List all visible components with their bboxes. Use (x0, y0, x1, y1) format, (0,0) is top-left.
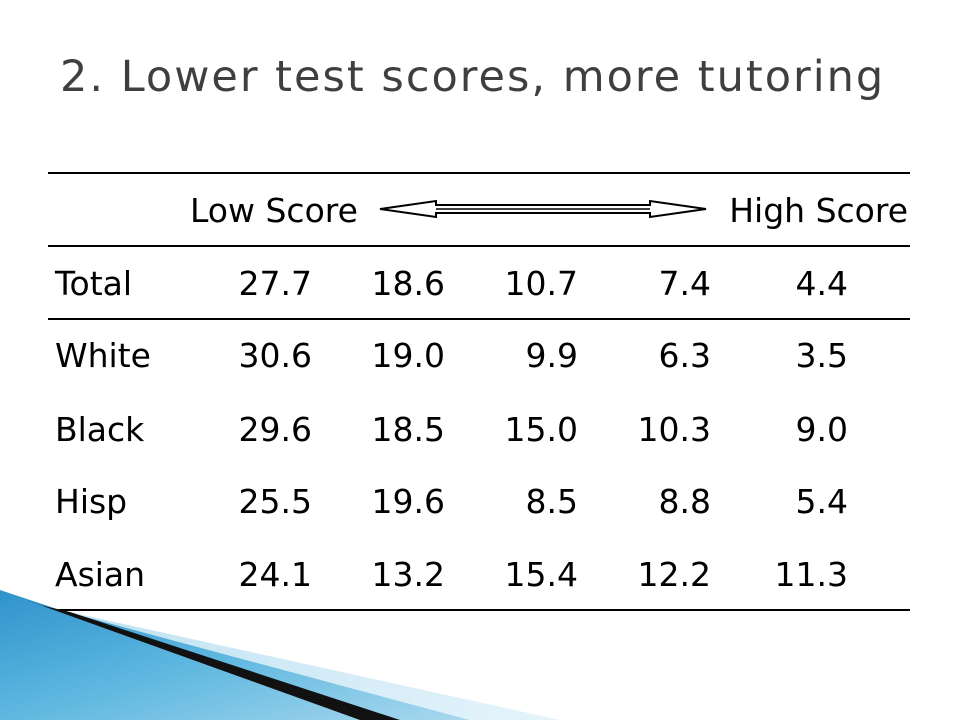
total-bottom-rule (48, 318, 910, 320)
table-cell: 9.9 (525, 336, 578, 375)
table-cell: 10.7 (504, 264, 578, 303)
row-label-hisp: Hisp (55, 482, 128, 521)
slide-title: 2. Lower test scores, more tutoring (60, 52, 886, 102)
table-cell: 15.0 (504, 410, 578, 449)
table-cell: 4.4 (795, 264, 848, 303)
table-cell: 24.1 (238, 555, 312, 594)
table-cell: 11.3 (774, 555, 848, 594)
row-label-asian: Asian (55, 555, 146, 594)
header-bottom-rule (48, 245, 910, 247)
table-cell: 29.6 (238, 410, 312, 449)
table-cell: 7.4 (658, 264, 711, 303)
table-cell: 19.6 (371, 482, 445, 521)
double-arrow-icon (379, 199, 707, 219)
row-label-total: Total (55, 264, 133, 303)
table-bottom-rule (48, 609, 910, 611)
table-cell: 27.7 (238, 264, 312, 303)
table-cell: 12.2 (637, 555, 711, 594)
table-cell: 18.5 (371, 410, 445, 449)
table-cell: 6.3 (658, 336, 711, 375)
table-cell: 30.6 (238, 336, 312, 375)
table-cell: 9.0 (795, 410, 848, 449)
table-cell: 15.4 (504, 555, 578, 594)
table-cell: 18.6 (371, 264, 445, 303)
row-label-black: Black (55, 410, 145, 449)
table-cell: 3.5 (795, 336, 848, 375)
header-low-score: Low Score (190, 191, 358, 230)
table-cell: 19.0 (371, 336, 445, 375)
table-cell: 8.8 (658, 482, 711, 521)
header-high-score: High Score (729, 191, 908, 230)
row-label-white: White (55, 336, 151, 375)
decorative-swoosh (0, 590, 560, 720)
table-cell: 8.5 (525, 482, 578, 521)
table-cell: 5.4 (795, 482, 848, 521)
table-cell: 13.2 (371, 555, 445, 594)
table-top-rule (48, 172, 910, 174)
table-cell: 25.5 (238, 482, 312, 521)
table-cell: 10.3 (637, 410, 711, 449)
